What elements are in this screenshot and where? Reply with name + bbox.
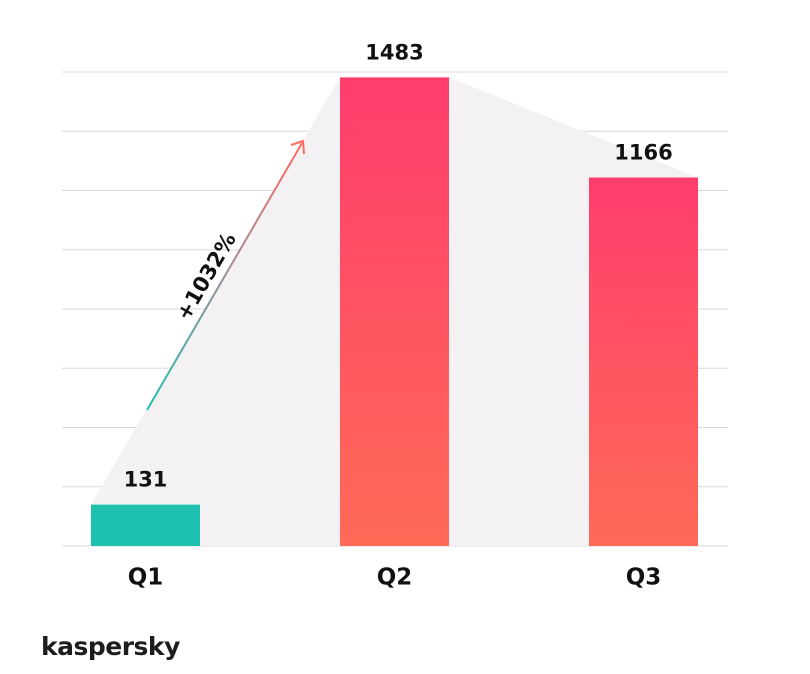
x-tick-label: Q3	[626, 565, 662, 591]
value-label: 131	[124, 468, 168, 492]
x-tick-label: Q1	[128, 565, 164, 591]
bar	[340, 77, 449, 546]
x-tick-label: Q2	[377, 565, 413, 591]
bar	[91, 504, 200, 546]
bar	[589, 177, 698, 546]
arrow-head	[290, 139, 305, 155]
value-label: 1483	[365, 40, 423, 64]
growth-arrow	[146, 142, 303, 411]
brand-logo: kaspersky	[41, 632, 180, 661]
value-label: 1166	[614, 141, 672, 165]
